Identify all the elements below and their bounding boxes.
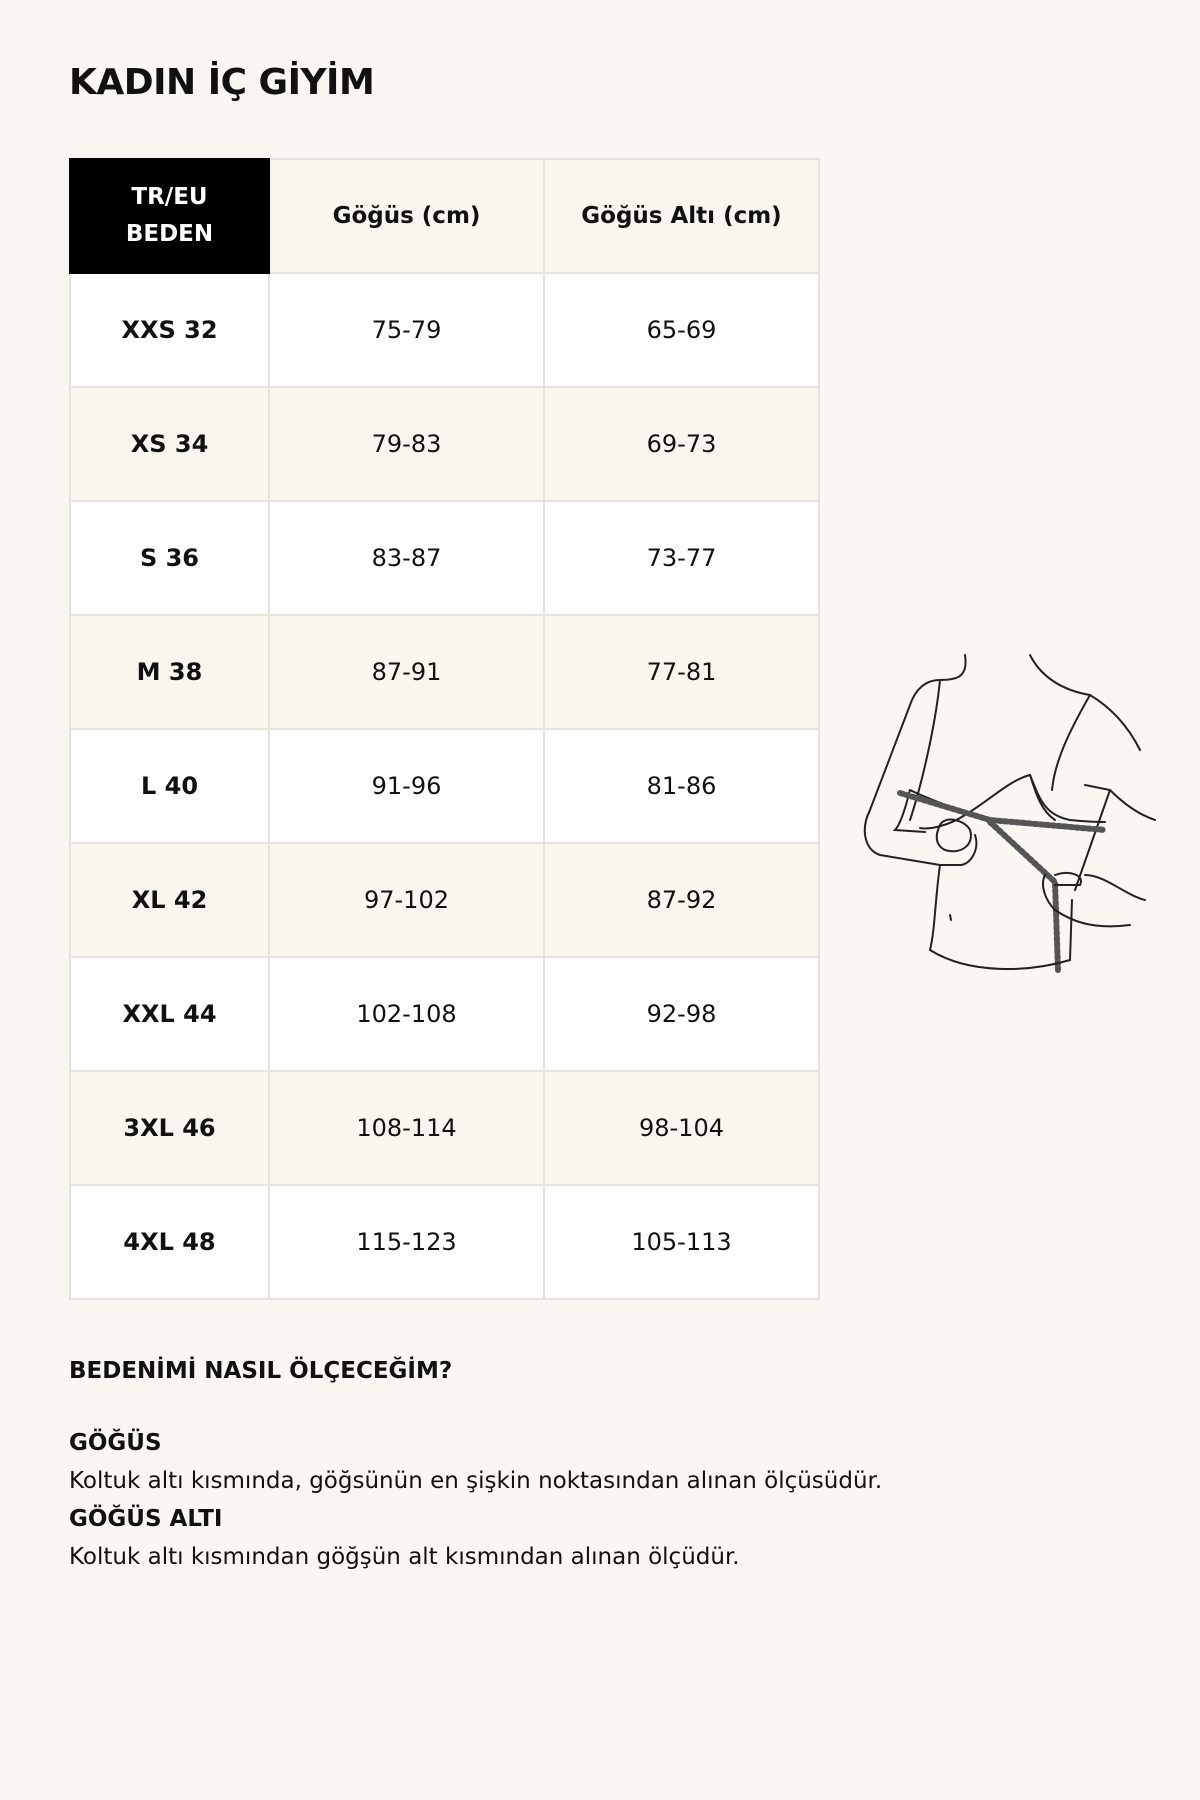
size-cell: M 38 bbox=[69, 614, 270, 730]
header-underbust: Göğüs Altı (cm) bbox=[543, 158, 820, 274]
table-row: 4XL 48 115-123 105-113 bbox=[69, 1184, 820, 1300]
underbust-cell: 81-86 bbox=[543, 728, 820, 844]
header-size-line2: BEDEN bbox=[125, 221, 214, 247]
bust-cell: 75-79 bbox=[268, 272, 545, 388]
size-cell: L 40 bbox=[69, 728, 270, 844]
underbust-cell: 92-98 bbox=[543, 956, 820, 1072]
page-title: KADIN İÇ GİYİM bbox=[69, 62, 375, 103]
underbust-cell: 87-92 bbox=[543, 842, 820, 958]
size-cell: XL 42 bbox=[69, 842, 270, 958]
guide-underbust-title: GÖĞÜS ALTI bbox=[69, 1506, 223, 1532]
guide-heading: BEDENİMİ NASIL ÖLÇECEĞİM? bbox=[69, 1358, 453, 1384]
table-row: XS 34 79-83 69-73 bbox=[69, 386, 820, 502]
underbust-cell: 73-77 bbox=[543, 500, 820, 616]
table-row: XL 42 97-102 87-92 bbox=[69, 842, 820, 958]
bust-cell: 79-83 bbox=[268, 386, 545, 502]
table-row: XXL 44 102-108 92-98 bbox=[69, 956, 820, 1072]
size-cell: XXS 32 bbox=[69, 272, 270, 388]
table-row: 3XL 46 108-114 98-104 bbox=[69, 1070, 820, 1186]
bust-cell: 91-96 bbox=[268, 728, 545, 844]
table-row: S 36 83-87 73-77 bbox=[69, 500, 820, 616]
underbust-cell: 77-81 bbox=[543, 614, 820, 730]
underbust-cell: 69-73 bbox=[543, 386, 820, 502]
table-header-row: TR/EU BEDEN Göğüs (cm) Göğüs Altı (cm) bbox=[69, 158, 820, 274]
header-bust: Göğüs (cm) bbox=[268, 158, 545, 274]
guide-underbust-text: Koltuk altı kısmından göğşün alt kısmınd… bbox=[69, 1544, 740, 1570]
table-row: L 40 91-96 81-86 bbox=[69, 728, 820, 844]
underbust-cell: 65-69 bbox=[543, 272, 820, 388]
size-cell: 4XL 48 bbox=[69, 1184, 270, 1300]
bust-cell: 108-114 bbox=[268, 1070, 545, 1186]
guide-bust-title: GÖĞÜS bbox=[69, 1430, 162, 1456]
bust-cell: 102-108 bbox=[268, 956, 545, 1072]
header-size-line1: TR/EU bbox=[131, 184, 208, 210]
size-cell: S 36 bbox=[69, 500, 270, 616]
size-table: TR/EU BEDEN Göğüs (cm) Göğüs Altı (cm) XX… bbox=[69, 158, 820, 1300]
bust-measurement-icon bbox=[863, 654, 1156, 973]
bust-cell: 115-123 bbox=[268, 1184, 545, 1300]
measurement-guide: BEDENİMİ NASIL ÖLÇECEĞİM? GÖĞÜS Koltuk a… bbox=[69, 1358, 882, 1576]
header-size: TR/EU BEDEN bbox=[69, 158, 270, 274]
size-cell: XS 34 bbox=[69, 386, 270, 502]
size-cell: XXL 44 bbox=[69, 956, 270, 1072]
table-row: XXS 32 75-79 65-69 bbox=[69, 272, 820, 388]
bust-cell: 87-91 bbox=[268, 614, 545, 730]
underbust-cell: 105-113 bbox=[543, 1184, 820, 1300]
table-row: M 38 87-91 77-81 bbox=[69, 614, 820, 730]
bust-cell: 83-87 bbox=[268, 500, 545, 616]
size-cell: 3XL 46 bbox=[69, 1070, 270, 1186]
underbust-cell: 98-104 bbox=[543, 1070, 820, 1186]
guide-bust-text: Koltuk altı kısmında, göğsünün en şişkin… bbox=[69, 1468, 883, 1494]
bust-cell: 97-102 bbox=[268, 842, 545, 958]
